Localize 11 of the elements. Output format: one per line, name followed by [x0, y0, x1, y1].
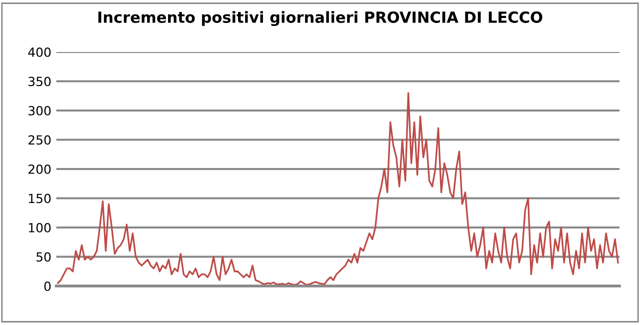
y-tick-label: 250	[28, 135, 51, 145]
y-tick-label: 350	[28, 76, 51, 86]
y-tick-label: 400	[28, 47, 51, 57]
y-tick-label: 100	[28, 222, 51, 232]
chart-title: Incremento positivi giornalieri PROVINCIA DI LECCO	[98, 11, 542, 26]
y-tick-label: 0	[44, 281, 51, 291]
line-series	[56, 92, 619, 286]
y-tick-label: 50	[36, 252, 51, 262]
y-tick-label: 150	[28, 194, 51, 204]
y-tick-label: 200	[28, 164, 51, 174]
y-tick-label: 300	[28, 106, 51, 116]
